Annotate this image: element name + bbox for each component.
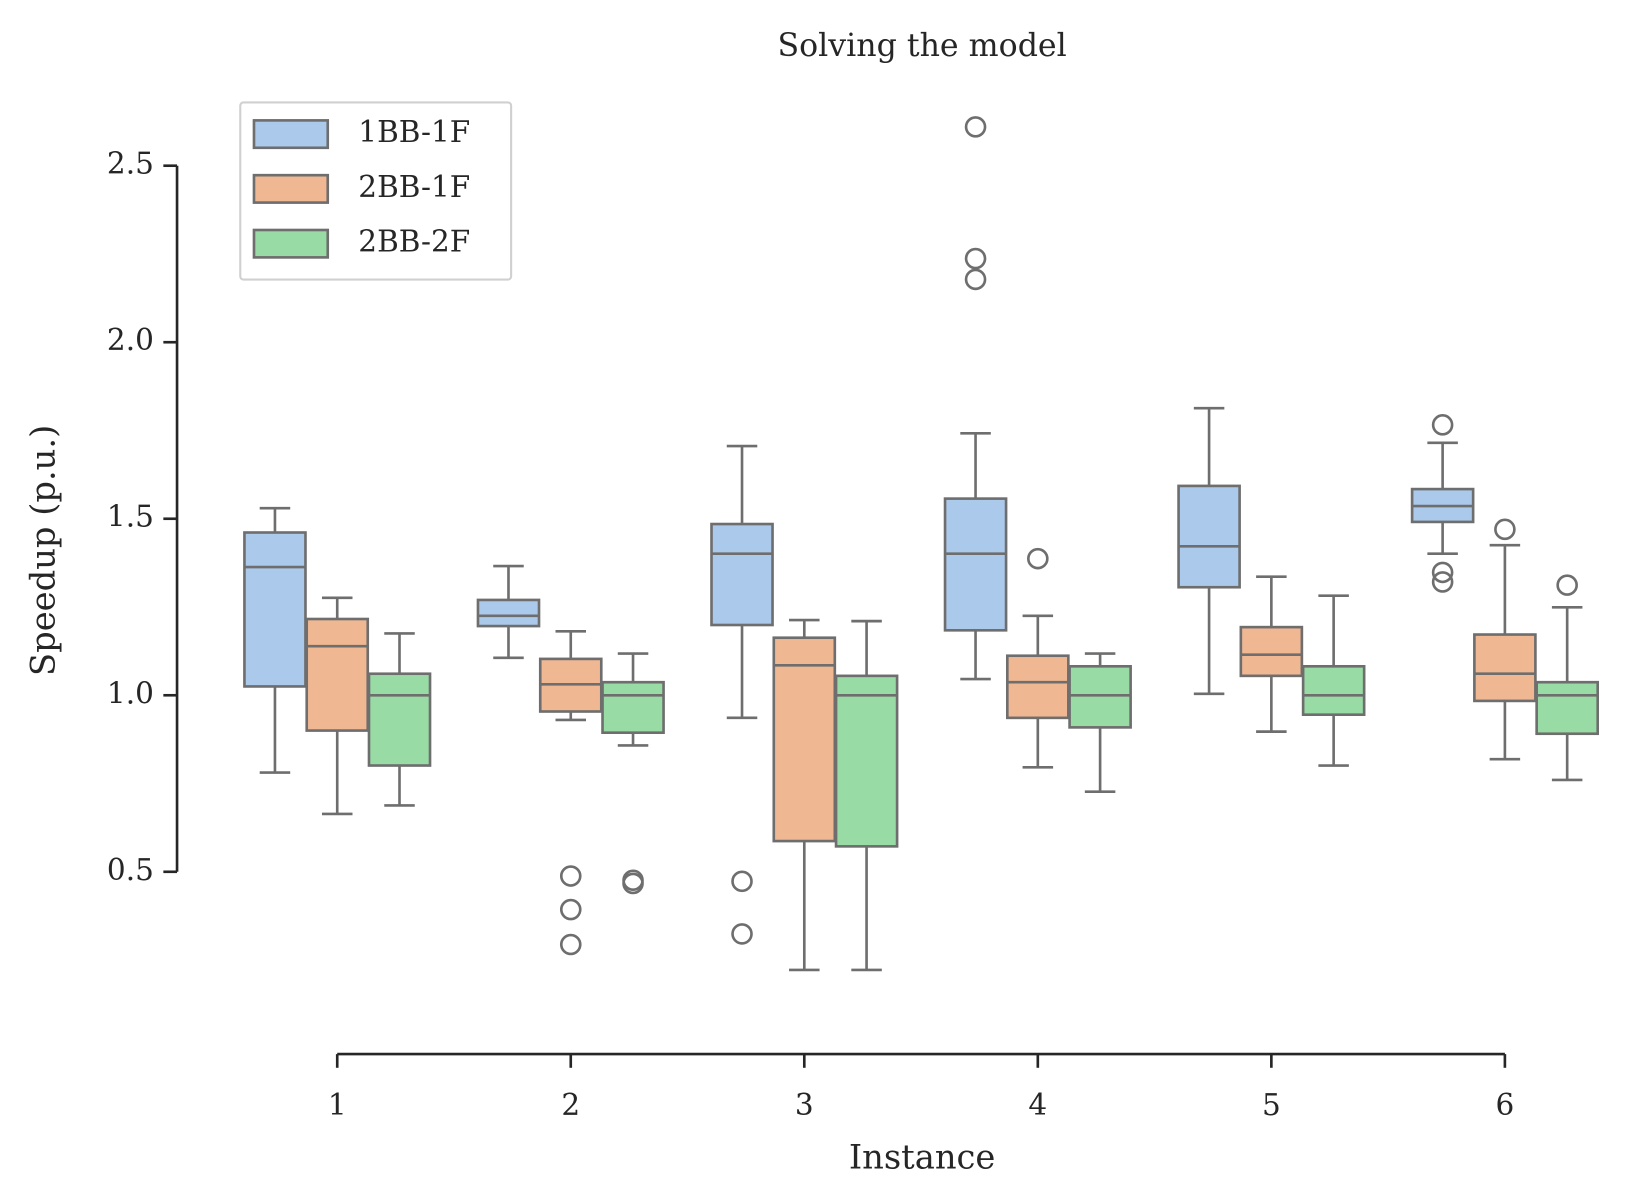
outlier (1494, 518, 1516, 541)
x-tick-label: 5 (1262, 1088, 1281, 1122)
outlier (964, 268, 987, 291)
outlier (731, 870, 753, 893)
box (1535, 680, 1599, 736)
y-tick-label: 1.5 (107, 500, 154, 534)
legend-label: 1BB-1F (358, 115, 470, 149)
box (834, 674, 899, 848)
x-tick-label: 3 (795, 1088, 814, 1122)
box (476, 598, 541, 628)
box (367, 672, 432, 767)
x-axis-label: Instance (849, 1137, 996, 1176)
box (1239, 625, 1304, 678)
y-tick-label: 2.0 (107, 323, 154, 357)
y-axis-label: Speedup (p.u.) (23, 425, 62, 676)
outlier (1556, 574, 1578, 596)
outlier (622, 872, 644, 895)
y-tick-label: 2.5 (107, 147, 154, 181)
outlier (1027, 547, 1049, 570)
box (305, 617, 370, 732)
x-tick-label: 2 (561, 1088, 580, 1122)
legend-label: 2BB-2F (358, 225, 470, 259)
outlier (1431, 414, 1454, 436)
outlier (559, 933, 582, 956)
box (1473, 633, 1537, 703)
y-tick-label: 1.0 (107, 676, 154, 710)
box (943, 497, 1008, 632)
box (1177, 484, 1241, 589)
outlier (731, 923, 753, 945)
box (772, 636, 837, 843)
legend-swatch (252, 228, 330, 259)
box (710, 522, 774, 627)
outlier (1431, 561, 1454, 584)
outlier (964, 116, 987, 138)
legend-swatch (252, 119, 330, 150)
legend-swatch (252, 173, 330, 204)
box (1005, 654, 1070, 720)
box (243, 531, 307, 688)
box (1068, 664, 1132, 729)
chart-title: Solving the model (777, 28, 1066, 64)
box (601, 680, 665, 735)
y-tick-label: 0.5 (107, 853, 154, 887)
x-tick-label: 4 (1028, 1088, 1047, 1122)
outlier (964, 247, 987, 270)
outlier (559, 898, 582, 921)
outlier (559, 865, 582, 887)
outlier (1431, 571, 1454, 593)
legend-label: 2BB-1F (358, 170, 470, 204)
x-tick-label: 1 (328, 1088, 347, 1122)
box (1301, 664, 1366, 716)
x-tick-label: 6 (1496, 1088, 1515, 1122)
